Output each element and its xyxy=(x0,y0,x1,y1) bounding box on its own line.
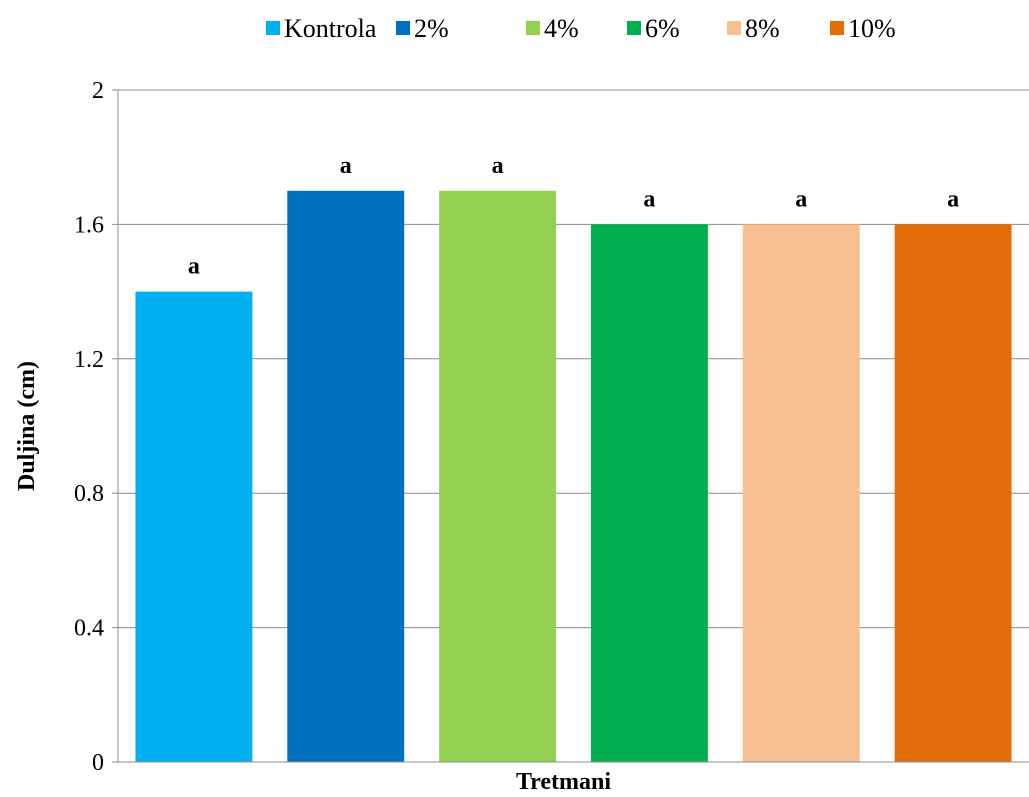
bar-6pct xyxy=(590,224,708,762)
legend-label: 8% xyxy=(745,14,780,43)
legend-label: 2% xyxy=(414,14,449,43)
legend-swatch xyxy=(627,21,641,35)
bar-4pct xyxy=(439,190,557,763)
x-axis-title: Tretmani xyxy=(516,769,611,795)
legend-swatch xyxy=(727,21,741,35)
data-label: a xyxy=(795,186,807,212)
data-label: a xyxy=(188,254,200,280)
legend-swatch xyxy=(526,21,540,35)
legend-label: 6% xyxy=(645,14,680,43)
y-axis-title: Duljina (cm) xyxy=(14,361,40,491)
bar-8pct xyxy=(742,224,860,762)
y-tick-label: 0.8 xyxy=(74,481,104,507)
legend-swatch xyxy=(830,21,844,35)
axes xyxy=(117,90,1029,763)
y-tick-label: 1.2 xyxy=(74,347,104,373)
data-label: a xyxy=(947,186,959,212)
data-label: a xyxy=(643,186,655,212)
bar-2pct xyxy=(287,190,405,763)
bar-10pct xyxy=(894,224,1012,762)
legend-swatch xyxy=(266,21,280,35)
bar-kontrola xyxy=(135,291,253,762)
y-axis-ticks: 0 0.4 0.8 1.2 1.6 2 xyxy=(74,78,118,776)
legend-label: 10% xyxy=(848,14,896,43)
y-tick-label: 0 xyxy=(92,750,104,776)
legend-swatch xyxy=(396,21,410,35)
data-label: a xyxy=(492,153,504,179)
data-labels: a a a a a a xyxy=(188,153,959,280)
legend-label: 4% xyxy=(544,14,579,43)
y-tick-label: 0.4 xyxy=(74,616,104,642)
y-tick-label: 2 xyxy=(92,78,104,104)
y-tick-label: 1.6 xyxy=(74,212,104,238)
data-label: a xyxy=(340,153,352,179)
gridlines xyxy=(118,89,1029,629)
bars xyxy=(135,190,1012,763)
legend: Kontrola 2% 4% 6% 8% 10% xyxy=(266,14,896,43)
legend-label: Kontrola xyxy=(284,14,377,43)
